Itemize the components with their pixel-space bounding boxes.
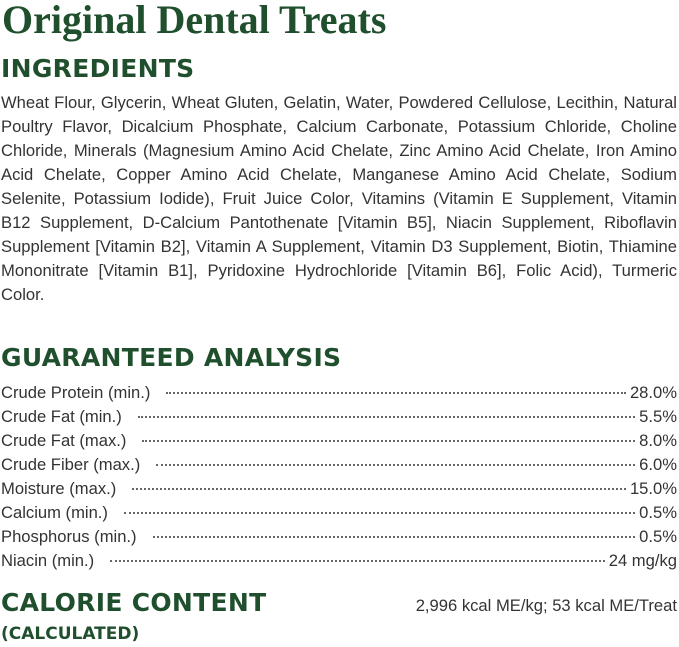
analysis-row: Crude Protein (min.) 28.0%	[1, 383, 677, 407]
analysis-row: Crude Fat (max.) 8.0%	[1, 431, 677, 455]
title: Original Dental Treats	[2, 0, 387, 42]
nutrient-value: 24 mg/kg	[608, 551, 677, 570]
nutrient-value: 0.5%	[639, 503, 677, 522]
nutrient-value: 8.0%	[639, 431, 677, 450]
dot-leader	[110, 560, 605, 562]
ingredients-text: Wheat Flour, Glycerin, Wheat Gluten, Gel…	[1, 93, 677, 304]
calorie-value: 2,996 kcal ME/kg; 53 kcal ME/Treat	[415, 596, 677, 615]
nutrient-value: 0.5%	[639, 527, 677, 546]
nutrient-label: Calcium (min.)	[1, 503, 108, 522]
dot-leader	[123, 512, 636, 514]
dot-leader	[142, 440, 636, 442]
analysis-row: Phosphorus (min.) 0.5%	[1, 527, 677, 551]
nutrient-value: 6.0%	[639, 455, 677, 474]
nutrient-label: Crude Fiber (max.)	[1, 455, 141, 474]
nutrient-value: 28.0%	[629, 383, 677, 402]
dot-leader	[166, 392, 626, 394]
section-subheading: (CALCULATED)	[1, 624, 140, 644]
nutrient-value: 5.5%	[639, 407, 677, 426]
nutrient-label: Moisture (max.)	[1, 479, 117, 498]
analysis-table: Crude Protein (min.) 28.0% Crude Fat (min.…	[1, 383, 677, 575]
dot-leader	[152, 536, 636, 538]
nutrient-label: Phosphorus (min.)	[1, 527, 137, 546]
nutrient-label: Crude Fat (max.)	[1, 431, 127, 450]
dot-leader	[156, 464, 636, 466]
nutrient-label: Niacin (min.)	[1, 551, 95, 570]
analysis-row: Calcium (min.) 0.5%	[1, 503, 677, 527]
nutrient-label: Crude Fat (min.)	[1, 407, 122, 426]
nutrient-value: 15.0%	[629, 479, 677, 498]
dot-leader	[132, 488, 626, 490]
section-heading: INGREDIENTS	[1, 54, 195, 83]
dot-leader	[137, 416, 636, 418]
nutrient-label: Crude Protein (min.)	[1, 383, 151, 402]
analysis-row: Niacin (min.) 24 mg/kg	[1, 551, 677, 575]
section-heading: CALORIE CONTENT	[1, 588, 267, 617]
section-heading: GUARANTEED ANALYSIS	[1, 343, 342, 372]
analysis-row: Crude Fiber (max.) 6.0%	[1, 455, 677, 479]
analysis-row: Crude Fat (min.) 5.5%	[1, 407, 677, 431]
analysis-row: Moisture (max.) 15.0%	[1, 479, 677, 503]
